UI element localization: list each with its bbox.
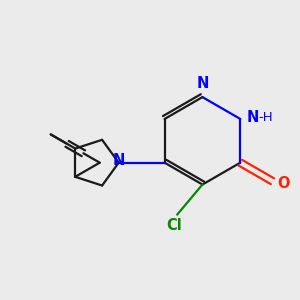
Text: O: O (277, 176, 290, 191)
Text: Cl: Cl (167, 218, 182, 233)
Text: N: N (246, 110, 259, 125)
Text: N: N (196, 76, 208, 91)
Text: -H: -H (259, 111, 273, 124)
Text: N: N (112, 153, 125, 168)
